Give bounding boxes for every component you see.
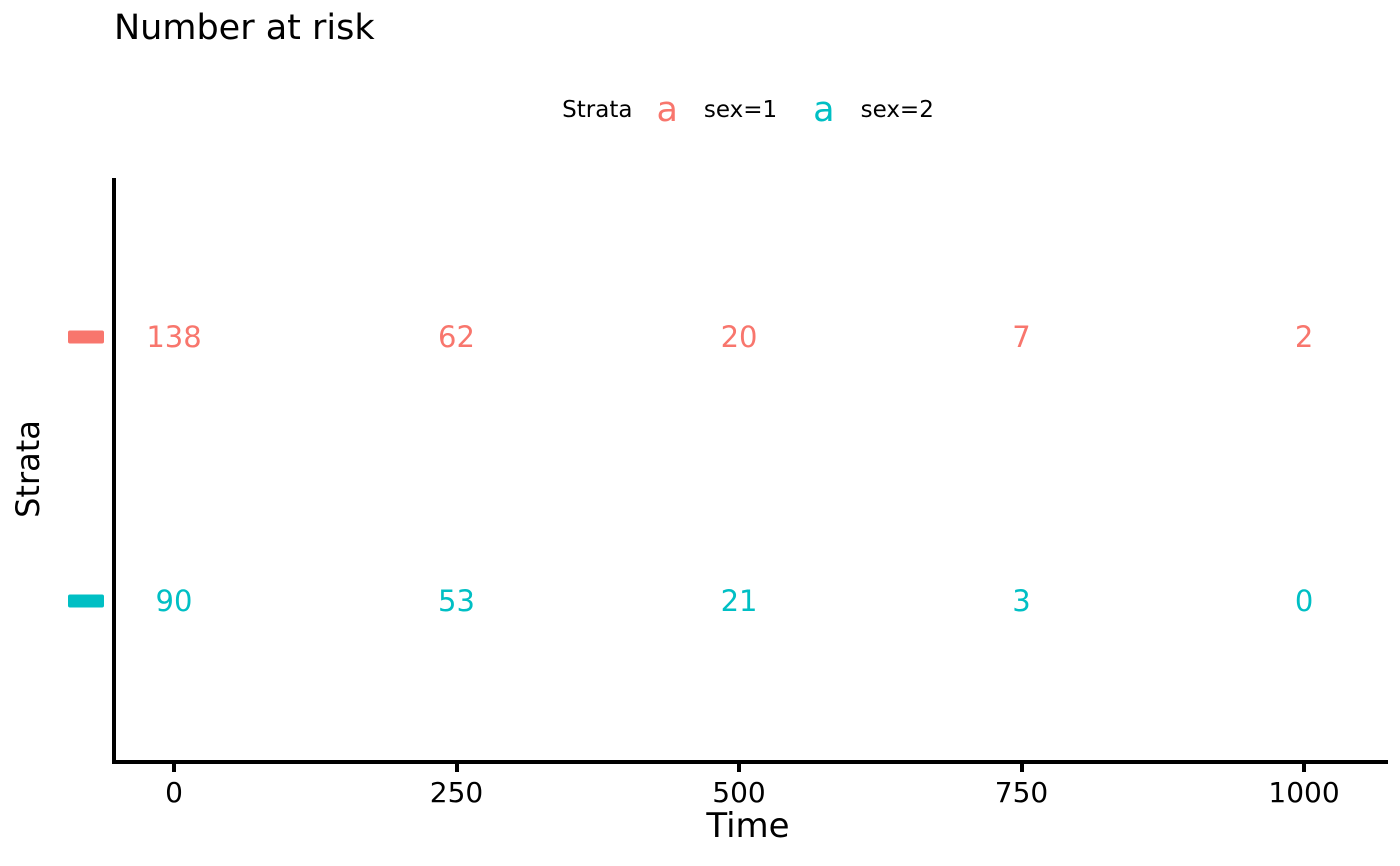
legend-key-icon: a	[813, 89, 835, 130]
x-axis-tick-label: 500	[712, 776, 766, 809]
y-axis-strata-tick-sex=2	[68, 594, 104, 608]
risk-count-sex=2-t250: 53	[438, 584, 475, 619]
risk-count-sex=1-t250: 62	[438, 319, 475, 354]
x-axis-tick-label: 1000	[1268, 776, 1340, 809]
y-axis-title: Strata	[9, 420, 47, 518]
x-axis-tick	[1019, 760, 1024, 772]
y-axis-title-wrap: Strata	[0, 178, 56, 760]
risk-count-sex=2-t750: 3	[1012, 584, 1031, 619]
y-axis-strata-tick-sex=1	[68, 330, 104, 344]
risk-count-sex=2-t500: 21	[720, 584, 758, 619]
risk-count-sex=2-t1000: 0	[1294, 584, 1314, 619]
legend-item-label: sex=1	[703, 97, 778, 123]
x-axis-tick	[454, 760, 459, 772]
x-axis-tick-label: 750	[994, 776, 1049, 809]
legend: Strata a sex=1 a sex=2	[112, 86, 1384, 134]
legend-item-label: sex=2	[860, 97, 934, 123]
chart-title: Number at risk	[114, 8, 375, 48]
risk-count-sex=1-t0: 138	[146, 319, 202, 354]
x-axis-title: Time	[706, 806, 790, 846]
risk-count-sex=1-t750: 7	[1012, 319, 1031, 354]
risk-count-sex=2-t0: 90	[155, 584, 193, 619]
x-axis-tick	[172, 760, 176, 772]
x-axis-tick-label: 0	[165, 776, 183, 809]
x-axis-tick-label: 250	[429, 776, 484, 809]
legend-item-sex=1: a sex=1	[656, 89, 778, 130]
plot-panel: 0 250 500 750 1000 138 62 20 7 2 90 53 21 3 0	[68, 178, 1388, 809]
x-axis-tick	[737, 760, 742, 772]
legend-key-icon: a	[656, 89, 678, 130]
x-axis-tick	[1302, 760, 1307, 772]
legend-title: Strata	[562, 97, 633, 123]
risk-count-sex=1-t1000: 2	[1294, 319, 1314, 354]
risk-count-sex=1-t500: 20	[720, 319, 758, 354]
legend-item-sex=2: a sex=2	[813, 89, 934, 130]
